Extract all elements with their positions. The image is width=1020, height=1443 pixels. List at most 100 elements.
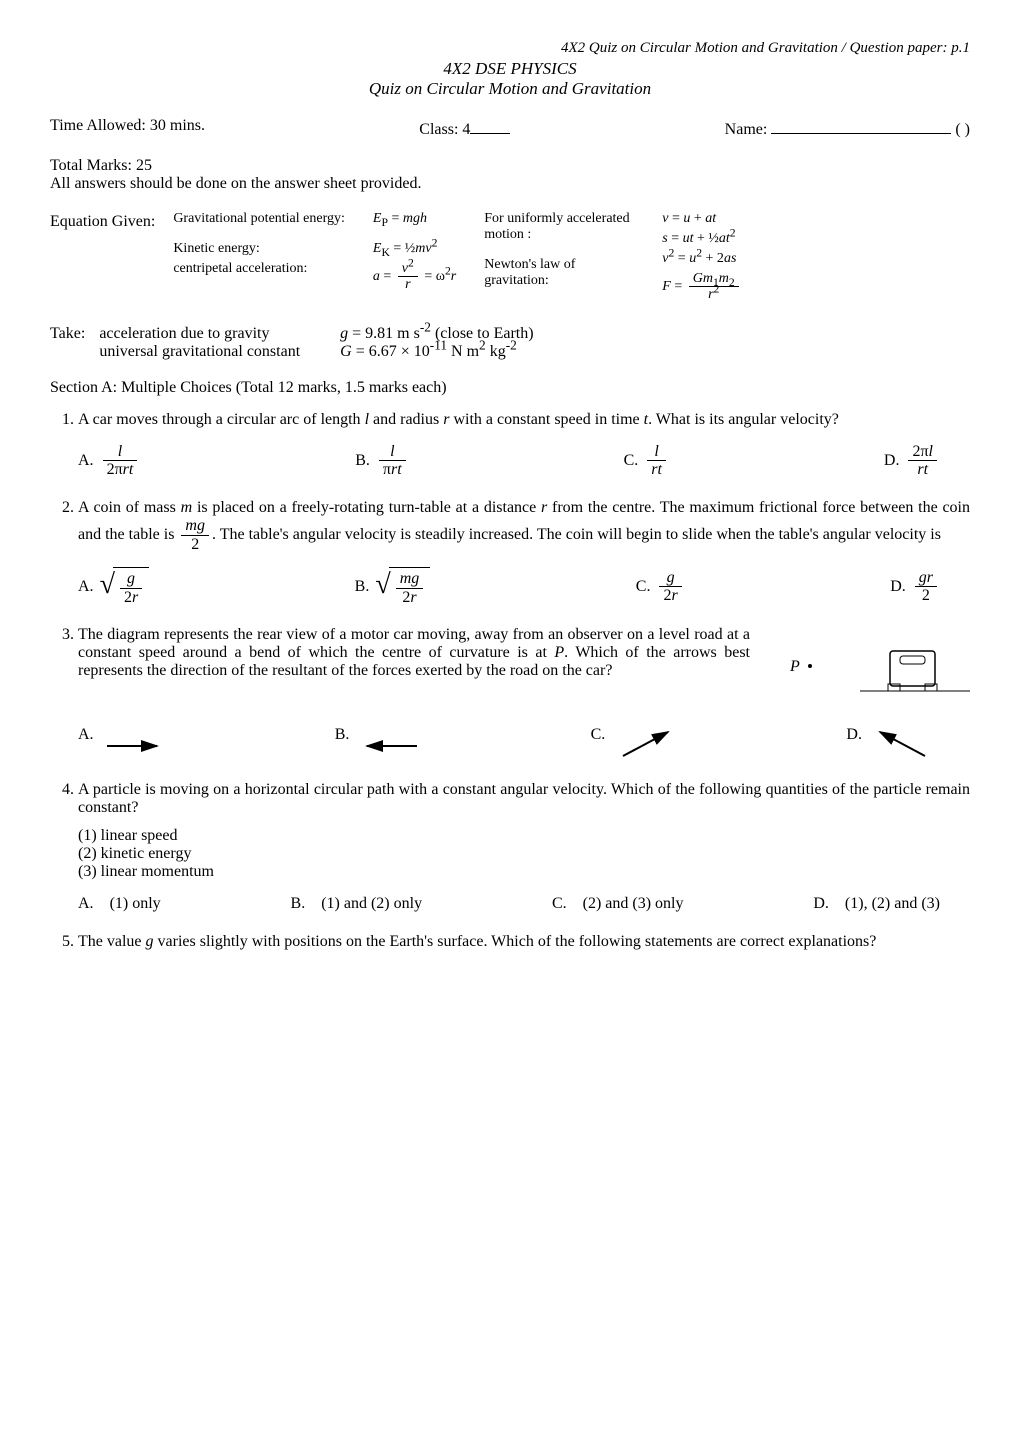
- opt-value: gr2: [912, 569, 940, 605]
- q4-opt-c[interactable]: C. (2) and (3) only: [552, 895, 684, 913]
- q4-s2: (2) kinetic energy: [78, 845, 970, 863]
- section-a-heading: Section A: Multiple Choices (Total 12 ma…: [50, 379, 970, 397]
- class-blank[interactable]: [470, 117, 510, 134]
- p-label: P: [789, 658, 800, 675]
- eq-col-formulas: EP = mgh EK = ½mv2 a = v2r = ω2r: [373, 211, 456, 297]
- q4-opt-d[interactable]: D. (1), (2) and (3): [813, 895, 940, 913]
- name-blank[interactable]: [771, 117, 951, 134]
- opt-label: C.: [636, 578, 651, 596]
- q1-opt-c[interactable]: C. lrt: [624, 443, 669, 479]
- q2-choices: A.√g2r B. √mg2r C. g2r D. gr2: [78, 567, 970, 606]
- q4-opt-b[interactable]: B. (1) and (2) only: [291, 895, 423, 913]
- q4-opt-a[interactable]: A. (1) only: [78, 895, 161, 913]
- q4-statements: (1) linear speed (2) kinetic energy (3) …: [78, 827, 970, 881]
- eq-columns: Gravitational potential energy: Kinetic …: [173, 211, 741, 307]
- take-defs: acceleration due to gravity g = 9.81 m s…: [99, 325, 533, 361]
- equation-given: Equation Given: Gravitational potential …: [50, 211, 970, 307]
- eq-suvat2: s = ut + ½at2: [662, 231, 741, 247]
- opt-label: A.: [78, 452, 94, 470]
- eq-label-suvat: For uniformly accelerated motion :: [484, 211, 634, 243]
- opt-label: D.: [846, 726, 862, 744]
- eq-suvat3: v2 = u2 + 2as: [662, 251, 741, 267]
- question-5: The value g varies slightly with positio…: [78, 933, 970, 951]
- q4-s3: (3) linear momentum: [78, 863, 970, 881]
- q3-text: The diagram represents the rear view of …: [78, 626, 750, 680]
- eq-col-labels: Gravitational potential energy: Kinetic …: [173, 211, 345, 281]
- q2-opt-c[interactable]: C. g2r: [636, 567, 685, 606]
- eq-label-pe: Gravitational potential energy:: [173, 211, 345, 227]
- total-marks: Total Marks: 25: [50, 157, 970, 175]
- eq-col-labels2: For uniformly accelerated motion : Newto…: [484, 211, 634, 293]
- take-g-label: acceleration due to gravity: [99, 325, 300, 343]
- opt-value: (1) and (2) only: [321, 895, 422, 913]
- q3-opt-a[interactable]: A.: [78, 726, 172, 761]
- eq-label-centripetal: centripetal acceleration:: [173, 261, 345, 277]
- class-field: Class: 4: [419, 117, 510, 139]
- q3-choices: A. B. C. D.: [78, 726, 970, 761]
- take-block: Take: acceleration due to gravity g = 9.…: [50, 325, 970, 361]
- q1-opt-d[interactable]: D.2πlrt: [884, 443, 940, 479]
- q3-opt-b[interactable]: B.: [335, 726, 428, 761]
- car-window: [900, 656, 925, 664]
- opt-label: B.: [355, 578, 370, 596]
- opt-value: lrt: [644, 443, 669, 479]
- opt-label: D.: [890, 578, 906, 596]
- eq-given-label: Equation Given:: [50, 211, 155, 231]
- q1-opt-a[interactable]: A. l2πrt: [78, 443, 140, 479]
- opt-value: (1) only: [110, 895, 161, 913]
- eq-centripetal: a = v2r = ω2r: [373, 261, 456, 293]
- time-allowed: Time Allowed: 30 mins.: [50, 117, 205, 139]
- p-point: [808, 664, 812, 668]
- name-field: Name: ( ): [725, 117, 970, 139]
- opt-value: √mg2r: [375, 567, 430, 606]
- opt-label: D.: [813, 895, 829, 913]
- opt-label: C.: [624, 452, 639, 470]
- eq-col-formulas2: v = u + at s = ut + ½at2 v2 = u2 + 2as F…: [662, 211, 741, 307]
- q4-text: A particle is moving on a horizontal cir…: [78, 781, 970, 817]
- q2-opt-d[interactable]: D. gr2: [890, 567, 940, 606]
- running-title: 4X2 Quiz on Circular Motion and Gravitat…: [561, 40, 943, 56]
- opt-value: √g2r: [100, 567, 150, 606]
- question-3: The diagram represents the rear view of …: [78, 626, 970, 761]
- eq-pe: EP = mgh: [373, 211, 456, 227]
- instruction: All answers should be done on the answer…: [50, 175, 970, 193]
- arrow-up-left-icon: [870, 726, 940, 761]
- opt-value: g2r: [656, 569, 684, 605]
- opt-label: B.: [335, 726, 350, 744]
- question-2: A coin of mass m is placed on a freely-r…: [78, 499, 970, 606]
- opt-label: C.: [552, 895, 567, 913]
- opt-value: (1), (2) and (3): [845, 895, 940, 913]
- question-list: A car moves through a circular arc of le…: [50, 411, 970, 952]
- q5-text: The value g varies slightly with positio…: [78, 933, 970, 951]
- opt-label: B.: [291, 895, 306, 913]
- info-row: Time Allowed: 30 mins. Class: 4 Name: ( …: [50, 117, 970, 139]
- q3-opt-c[interactable]: C.: [591, 726, 684, 761]
- title-block: 4X2 DSE PHYSICS Quiz on Circular Motion …: [50, 59, 970, 99]
- q1-opt-b[interactable]: B. lπrt: [355, 443, 408, 479]
- take-G-label: universal gravitational constant: [99, 343, 300, 361]
- take-label: Take:: [50, 325, 85, 361]
- q1-choices: A. l2πrt B. lπrt C. lrt D.2πlrt: [78, 443, 970, 479]
- arrow-up-right-icon: [613, 726, 683, 761]
- q3-opt-d[interactable]: D.: [846, 726, 940, 761]
- question-1: A car moves through a circular arc of le…: [78, 411, 970, 479]
- q2-text: A coin of mass m is placed on a freely-r…: [78, 499, 970, 553]
- arrow-right-icon: [102, 726, 172, 761]
- class-label: Class: 4: [419, 121, 470, 138]
- q4-s1: (1) linear speed: [78, 827, 970, 845]
- q2-opt-b[interactable]: B. √mg2r: [355, 567, 431, 606]
- question-4: A particle is moving on a horizontal cir…: [78, 781, 970, 913]
- eq-label-newton: Newton's law of gravitation:: [484, 257, 634, 289]
- eq-suvat1: v = u + at: [662, 211, 741, 227]
- car-diagram: P: [770, 626, 970, 716]
- opt-label: B.: [355, 452, 370, 470]
- running-header: 4X2 Quiz on Circular Motion and Gravitat…: [50, 40, 970, 57]
- opt-label: D.: [884, 452, 900, 470]
- q1-text: A car moves through a circular arc of le…: [78, 411, 970, 429]
- opt-value: lπrt: [376, 443, 409, 479]
- q2-opt-a[interactable]: A.√g2r: [78, 567, 149, 606]
- name-label: Name:: [725, 121, 768, 138]
- opt-label: A.: [78, 726, 94, 744]
- opt-value: l2πrt: [100, 443, 141, 479]
- opt-value: (2) and (3) only: [583, 895, 684, 913]
